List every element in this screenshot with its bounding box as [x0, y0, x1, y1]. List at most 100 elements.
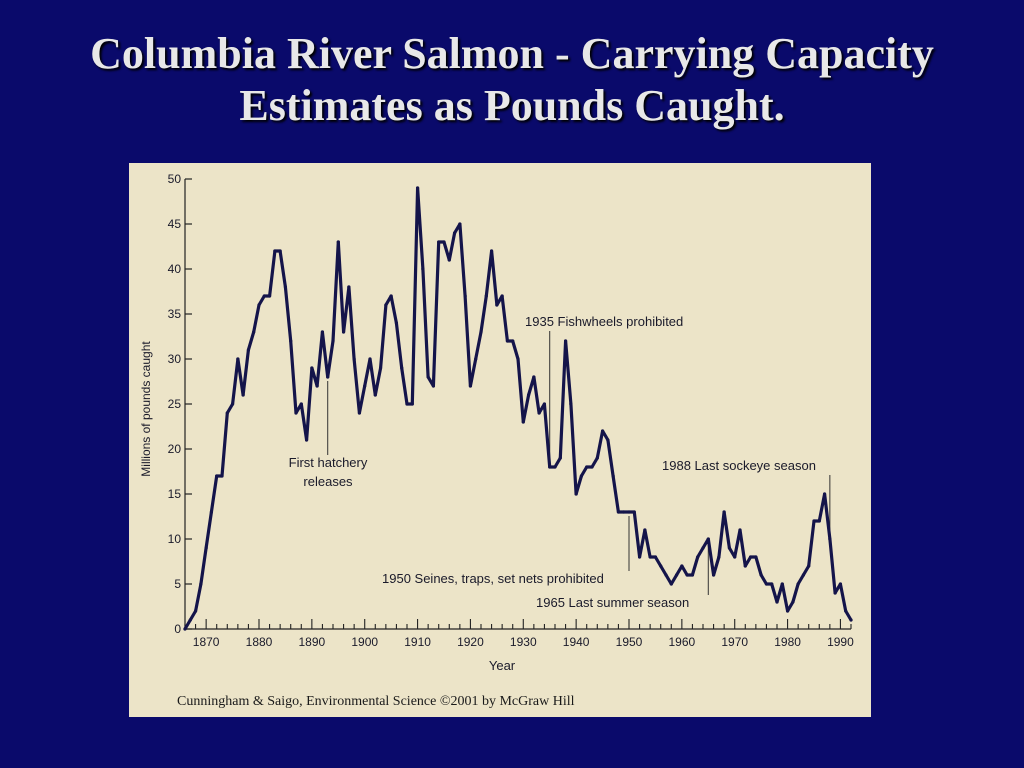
data-point: [833, 591, 837, 595]
data-point: [431, 384, 436, 388]
data-point: [341, 330, 346, 334]
data-point: [426, 375, 430, 379]
data-point: [770, 582, 774, 586]
data-point: [257, 303, 261, 307]
data-point: [526, 393, 531, 397]
chart-figure: 0 5 10 15 20 25 30 35 40 45 50 1870 1880 1890 1900 191…: [129, 163, 871, 717]
data-point: [822, 492, 827, 496]
y-tick-label: 5: [174, 577, 181, 591]
data-point: [743, 564, 747, 568]
data-point: [484, 294, 488, 298]
x-tick-label: 1960: [669, 635, 696, 649]
data-point: [595, 456, 599, 460]
data-point: [637, 555, 642, 559]
data-point: [643, 528, 647, 532]
x-tick-label: 1890: [299, 635, 326, 649]
x-tick-label: 1970: [721, 635, 748, 649]
data-point: [690, 573, 695, 577]
data-point: [796, 582, 800, 586]
data-point: [553, 465, 557, 469]
data-point: [400, 366, 404, 370]
data-point: [727, 546, 732, 550]
y-tick-label: 30: [168, 352, 182, 366]
y-tick-label: 40: [168, 262, 182, 276]
data-point: [632, 510, 636, 514]
data-point: [569, 402, 573, 406]
data-point: [410, 402, 414, 406]
x-tick-label: 1920: [457, 635, 484, 649]
data-point: [674, 573, 679, 577]
data-point: [722, 510, 726, 514]
annotation-first-hatchery: First hatchery: [289, 455, 368, 470]
data-point: [405, 402, 409, 406]
series-points: [183, 186, 853, 631]
data-point: [236, 357, 240, 361]
data-point: [310, 366, 314, 370]
salmon-catch-chart: 0 5 10 15 20 25 30 35 40 45 50 1870 1880 1890 1900 191…: [139, 172, 854, 673]
data-point: [775, 600, 779, 604]
data-point: [659, 564, 663, 568]
data-point: [717, 555, 721, 559]
data-point: [606, 438, 610, 442]
data-point: [791, 600, 795, 604]
title-line-1: Columbia River Salmon - Carrying Capacit…: [90, 29, 934, 78]
data-point: [278, 249, 282, 253]
data-point: [764, 582, 769, 586]
data-point: [262, 294, 266, 298]
data-point: [532, 375, 536, 379]
data-point: [738, 528, 742, 532]
data-point: [648, 555, 652, 559]
data-point: [252, 330, 256, 334]
x-tick-label: 1870: [193, 635, 220, 649]
data-point: [505, 339, 510, 343]
data-point: [389, 294, 393, 298]
y-axis: 0 5 10 15 20 25 30 35 40 45 50: [168, 172, 192, 636]
x-tick-label: 1940: [563, 635, 590, 649]
data-point: [289, 339, 293, 343]
data-point: [326, 375, 330, 379]
data-point: [468, 384, 473, 388]
data-point: [294, 411, 298, 415]
x-tick-label: 1980: [774, 635, 801, 649]
data-point: [807, 564, 811, 568]
data-point: [500, 294, 504, 298]
data-point: [384, 303, 388, 307]
data-point: [521, 420, 525, 424]
data-point: [357, 411, 362, 415]
slide-title: Columbia River Salmon - Carrying Capacit…: [0, 28, 1024, 132]
data-point: [817, 519, 821, 523]
data-point: [421, 267, 425, 271]
data-point: [537, 411, 541, 415]
data-point: [267, 294, 272, 298]
data-point: [616, 510, 621, 514]
data-point: [363, 384, 367, 388]
figure-credit: Cunningham & Saigo, Environmental Scienc…: [177, 694, 575, 709]
data-point: [183, 627, 187, 631]
data-point: [733, 555, 737, 559]
data-point: [706, 537, 710, 541]
data-point: [447, 258, 451, 262]
data-point: [844, 609, 848, 613]
data-point: [299, 402, 303, 406]
data-point: [368, 357, 372, 361]
y-tick-label: 20: [168, 442, 182, 456]
x-tick-label: 1930: [510, 635, 537, 649]
data-point: [273, 249, 277, 253]
data-point: [204, 546, 208, 550]
data-point: [463, 294, 467, 298]
y-tick-label: 50: [168, 172, 182, 186]
data-point: [563, 339, 568, 343]
data-point: [378, 366, 383, 370]
data-point: [188, 618, 192, 622]
data-point: [548, 465, 552, 469]
x-tick-label: 1880: [246, 635, 273, 649]
data-point: [780, 582, 784, 586]
data-point: [685, 573, 689, 577]
data-point: [304, 438, 309, 442]
annotation-summer-season: 1965 Last summer season: [536, 595, 689, 610]
x-tick-label: 1990: [827, 635, 854, 649]
data-point: [458, 222, 462, 226]
title-line-2: Estimates as Pounds Caught.: [239, 81, 785, 130]
data-point: [246, 348, 251, 352]
x-tick-label: 1950: [616, 635, 643, 649]
